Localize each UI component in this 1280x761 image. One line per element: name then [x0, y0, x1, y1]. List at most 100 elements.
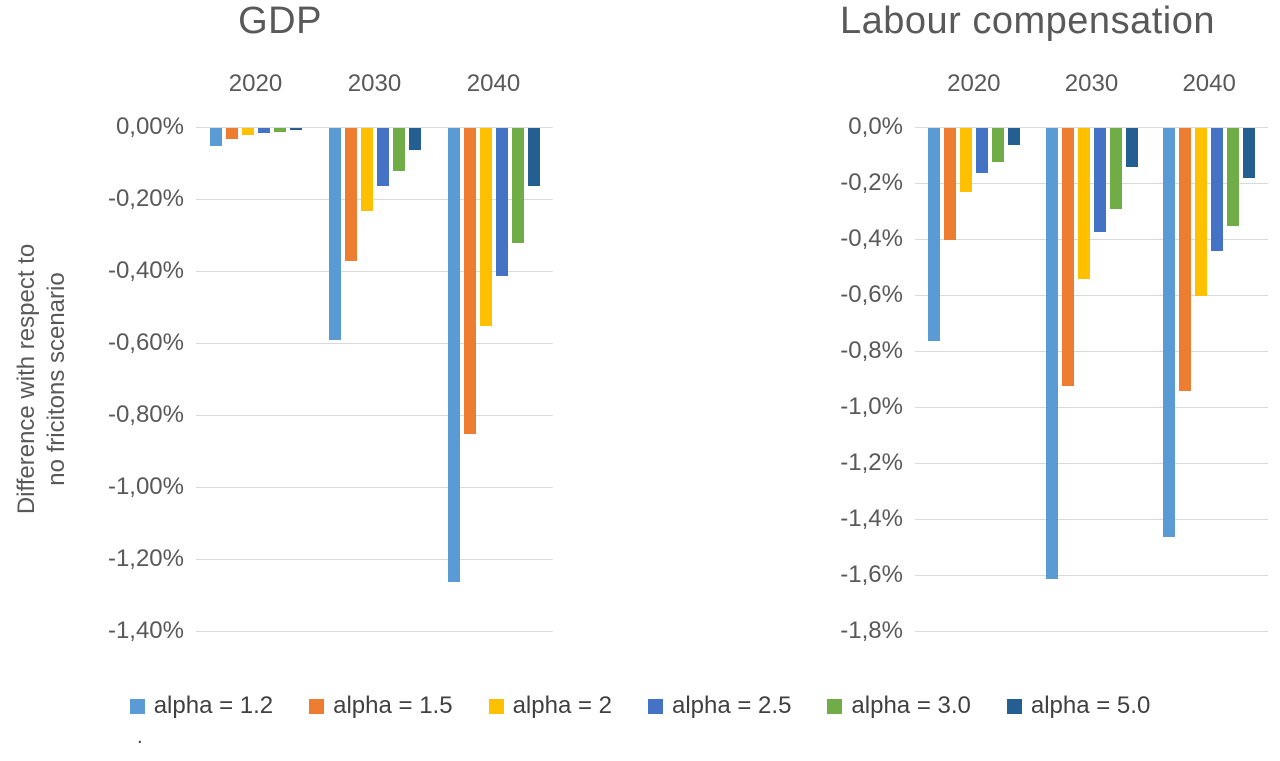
bar-alpha-1.2	[209, 128, 222, 146]
bar-alpha-1.5	[1179, 128, 1192, 391]
legend-swatch-icon	[647, 698, 663, 714]
bar-alpha-5.0	[289, 128, 302, 130]
gridline	[196, 487, 553, 488]
bar-alpha-2	[479, 128, 492, 326]
legend-label: alpha = 2.5	[671, 692, 792, 719]
gridline	[915, 127, 1268, 128]
y-tick-label: -1,8%	[840, 617, 903, 644]
bar-alpha-2.5	[495, 128, 508, 276]
bar-alpha-5.0	[1243, 128, 1256, 178]
gridline	[196, 631, 553, 632]
labour-plot-area: 0,0% -0,2% -0,4% -0,6% -0,8% -1,0% -1,2% -1,4% -…	[840, 70, 1268, 644]
legend-item: alpha = 1.5	[309, 692, 453, 720]
legend-label: alpha = 1.5	[333, 692, 453, 719]
y-tick-label: -1,40%	[107, 617, 184, 644]
bar-alpha-2	[241, 128, 254, 135]
gdp-chart-title: GDP	[238, 0, 322, 42]
legend-label: alpha = 3.0	[851, 692, 971, 719]
bar-alpha-3.0	[1109, 128, 1122, 209]
gridline	[196, 343, 553, 344]
legend-item: alpha = 3.0	[827, 692, 971, 720]
gridline	[196, 415, 553, 416]
legend-label: alpha = 5.0	[1030, 692, 1151, 719]
bar-alpha-2.5	[975, 128, 988, 173]
bar-group-2040	[447, 128, 540, 582]
bar-alpha-1.5	[463, 128, 476, 434]
y-tick-label: -0,60%	[107, 329, 184, 356]
legend-swatch-icon	[827, 698, 843, 714]
bar-alpha-1.2	[328, 128, 341, 340]
gridline	[915, 351, 1268, 352]
bar-alpha-1.2	[927, 128, 940, 341]
bar-group-2020	[209, 128, 302, 146]
category-label: 2020	[228, 70, 283, 97]
category-label: 2030	[1064, 70, 1119, 97]
bar-alpha-5.0	[1125, 128, 1138, 167]
y-tick-label: -0,2%	[840, 169, 903, 196]
bar-group-2030	[328, 128, 421, 340]
legend-swatch-icon	[1006, 698, 1022, 714]
y-tick-label: -1,6%	[840, 561, 903, 588]
gridline	[915, 295, 1268, 296]
bar-alpha-2	[1195, 128, 1208, 296]
legend-swatch-icon	[488, 698, 504, 714]
y-tick-label: -1,0%	[840, 393, 903, 420]
labour-chart-title: Labour compensation	[840, 0, 1215, 42]
legend-item: alpha = 2	[488, 692, 612, 720]
bar-alpha-2	[360, 128, 373, 211]
bar-alpha-5.0	[1007, 128, 1020, 145]
gridline	[915, 519, 1268, 520]
bar-alpha-1.5	[1061, 128, 1074, 386]
bar-alpha-2	[1077, 128, 1090, 279]
bar-alpha-1.2	[1163, 128, 1176, 537]
gridline	[915, 631, 1268, 632]
gridline	[915, 575, 1268, 576]
y-tick-label: -0,40%	[107, 257, 184, 284]
bar-alpha-3.0	[991, 128, 1004, 162]
y-tick-label: -0,20%	[107, 185, 184, 212]
y-tick-label: 0,00%	[115, 113, 184, 140]
bar-alpha-1.5	[943, 128, 956, 240]
bar-alpha-2.5	[376, 128, 389, 186]
bar-alpha-3.0	[392, 128, 405, 171]
bar-alpha-5.0	[527, 128, 540, 186]
bar-alpha-1.5	[344, 128, 357, 261]
category-label: 2030	[347, 70, 402, 97]
bar-group-2040	[1163, 128, 1256, 537]
y-tick-label: -0,6%	[840, 281, 903, 308]
gridline	[915, 463, 1268, 464]
bar-alpha-2	[959, 128, 972, 192]
legend-label: alpha = 1.2	[153, 692, 274, 719]
footnote-dot: .	[137, 726, 143, 748]
bar-alpha-3.0	[511, 128, 524, 243]
bar-alpha-2.5	[1093, 128, 1106, 232]
legend: alpha = 1.2 alpha = 1.5 alpha = 2 alpha = 2…	[0, 692, 1280, 720]
legend-swatch-icon	[309, 698, 325, 714]
y-tick-label: -0,80%	[107, 401, 184, 428]
category-label: 2040	[1182, 70, 1236, 97]
bar-alpha-5.0	[408, 128, 421, 150]
y-axis-title-line-1: Difference with respect to	[13, 243, 40, 515]
y-tick-label: -1,4%	[840, 505, 903, 532]
bar-alpha-1.2	[1045, 128, 1058, 579]
legend-swatch-icon	[129, 698, 145, 714]
y-tick-label: -1,20%	[107, 545, 184, 572]
bar-alpha-1.2	[447, 128, 460, 582]
gridline	[915, 183, 1268, 184]
y-tick-label: -0,8%	[840, 337, 903, 364]
legend-label: alpha = 2	[512, 692, 612, 719]
bar-alpha-2.5	[1211, 128, 1224, 251]
legend-item: alpha = 2.5	[647, 692, 792, 720]
legend-item: alpha = 5.0	[1006, 692, 1151, 720]
bar-alpha-3.0	[273, 128, 286, 132]
y-tick-label: -0,4%	[840, 225, 903, 252]
gridline	[196, 127, 553, 128]
bar-alpha-2.5	[257, 128, 270, 133]
legend-item: alpha = 1.2	[129, 692, 274, 720]
bar-alpha-3.0	[1227, 128, 1240, 226]
y-axis-title: Difference with respect to no fricitons …	[12, 244, 72, 514]
category-label: 2040	[466, 70, 521, 97]
gdp-plot-area: 0,00% -0,20% -0,40% -0,60% -0,80% -1,00% -1,20…	[108, 70, 553, 644]
y-tick-label: -1,2%	[840, 449, 903, 476]
